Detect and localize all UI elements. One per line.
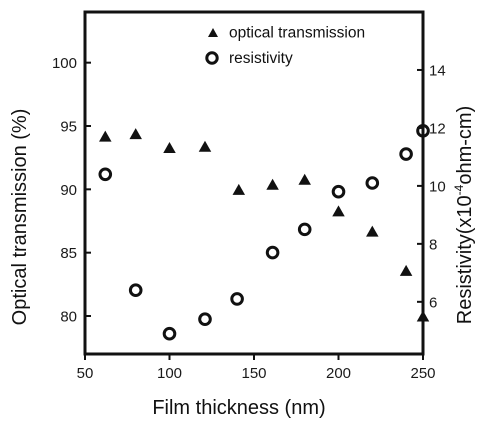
x-tick-label: 150 — [241, 365, 266, 382]
y-tick-label: 95 — [60, 119, 77, 136]
y-axis-title: Optical transmission (%) — [9, 109, 31, 326]
x-tick-label: 100 — [157, 365, 182, 382]
y2-tick-label: 8 — [429, 236, 437, 253]
transmission-point — [416, 310, 430, 322]
x-axis-title: Film thickness (nm) — [152, 397, 325, 419]
resistivity-point — [128, 283, 143, 298]
x-tick-label: 200 — [326, 365, 351, 382]
resistivity-point — [265, 245, 280, 260]
resistivity-point — [230, 292, 244, 306]
y2-axis-title-main: Resistivity(x10 — [454, 195, 476, 324]
legend-circle-marker — [205, 51, 219, 65]
legend-triangle-marker — [208, 28, 218, 37]
legend: optical transmission resistivity — [205, 25, 365, 67]
transmission-point — [198, 140, 212, 152]
y2-tick-label: 12 — [429, 120, 446, 137]
resistivity-point — [331, 184, 346, 199]
ticks: 50 100 150 200 250 80 85 90 95 100 6 8 10 12 14 — [52, 55, 446, 382]
transmission-point — [129, 128, 142, 140]
y-tick-label: 100 — [52, 55, 77, 72]
legend-label-optical-transmission: optical transmission — [229, 25, 365, 42]
legend-item-resistivity: resistivity — [205, 50, 293, 67]
transmission-point — [163, 142, 176, 154]
transmission-point — [266, 178, 279, 190]
resistivity-point — [162, 326, 177, 341]
data-marks — [98, 124, 430, 341]
resistivity-point — [297, 222, 312, 237]
transmission-point — [298, 173, 311, 185]
y2-tick-label: 14 — [429, 62, 446, 79]
y2-axis-title-tail: ohm-cm) — [454, 106, 476, 185]
resistivity-point — [198, 312, 212, 327]
y-tick-label: 85 — [60, 245, 77, 262]
legend-label-resistivity: resistivity — [229, 50, 293, 67]
legend-item-optical-transmission: optical transmission — [208, 25, 365, 42]
y-tick-label: 90 — [60, 182, 77, 199]
resistivity-point — [399, 147, 413, 161]
transmission-point — [399, 264, 413, 276]
transmission-point — [232, 183, 246, 195]
y2-axis-title: Resistivity(x10-4ohm-cm) — [452, 106, 476, 324]
y2-tick-label: 6 — [429, 294, 437, 311]
resistivity-point — [98, 167, 113, 182]
x-tick-label: 50 — [77, 365, 94, 382]
y2-tick-label: 10 — [429, 178, 446, 195]
resistivity-point — [416, 124, 430, 138]
resistivity-point — [365, 176, 380, 190]
transmission-point — [99, 130, 112, 142]
y-tick-label: 80 — [60, 309, 77, 326]
transmission-point — [332, 205, 345, 217]
y2-axis-title-sup: -4 — [452, 184, 466, 195]
x-tick-label: 250 — [410, 365, 435, 382]
transmission-point — [366, 225, 379, 237]
